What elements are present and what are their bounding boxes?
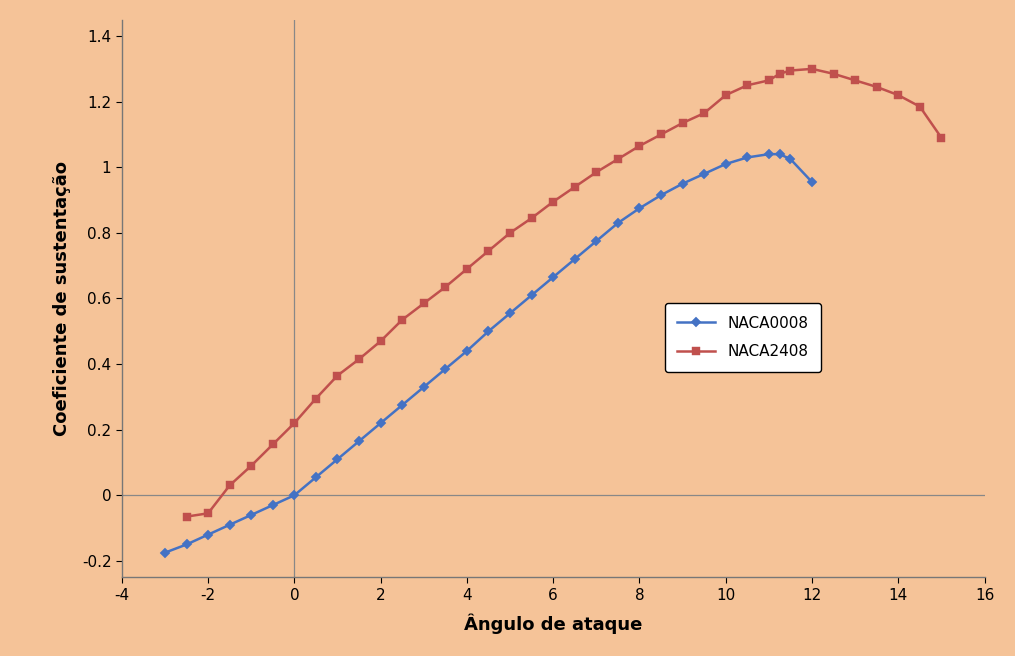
NACA2408 <box>612 155 624 163</box>
NACA2408 <box>353 356 365 363</box>
NACA0008 <box>482 327 494 335</box>
NACA2408 <box>396 316 408 324</box>
NACA2408 <box>526 214 538 222</box>
NACA2408 <box>914 103 926 111</box>
NACA2408 <box>698 110 710 117</box>
Line: NACA0008: NACA0008 <box>161 150 816 556</box>
NACA0008 <box>720 160 732 168</box>
NACA2408 <box>773 70 786 78</box>
NACA2408 <box>720 91 732 99</box>
NACA2408 <box>461 265 473 273</box>
NACA2408 <box>806 65 818 73</box>
NACA0008 <box>503 310 516 318</box>
NACA0008 <box>590 237 602 245</box>
NACA2408 <box>785 67 797 75</box>
NACA0008 <box>158 548 171 556</box>
NACA2408 <box>331 371 343 379</box>
NACA0008 <box>310 474 322 482</box>
NACA2408 <box>568 183 581 191</box>
NACA2408 <box>202 509 214 517</box>
NACA2408 <box>267 441 279 449</box>
NACA0008 <box>568 255 581 263</box>
NACA0008 <box>396 401 408 409</box>
NACA0008 <box>223 521 235 529</box>
NACA2408 <box>482 247 494 255</box>
NACA0008 <box>418 383 430 391</box>
NACA0008 <box>612 219 624 227</box>
NACA2408 <box>676 119 688 127</box>
NACA2408 <box>763 77 775 85</box>
NACA0008 <box>676 180 688 188</box>
NACA0008 <box>806 178 818 186</box>
NACA0008 <box>633 205 646 213</box>
Line: NACA2408: NACA2408 <box>183 65 945 520</box>
NACA0008 <box>288 491 300 499</box>
NACA0008 <box>773 150 786 158</box>
NACA2408 <box>936 134 948 142</box>
NACA2408 <box>223 482 235 489</box>
NACA0008 <box>526 291 538 299</box>
NACA0008 <box>375 419 387 427</box>
NACA2408 <box>655 131 667 138</box>
Legend: NACA0008, NACA2408: NACA0008, NACA2408 <box>665 304 821 371</box>
NACA0008 <box>698 170 710 178</box>
NACA2408 <box>849 77 861 85</box>
NACA2408 <box>547 198 559 206</box>
NACA2408 <box>871 83 883 91</box>
NACA0008 <box>202 531 214 539</box>
NACA2408 <box>633 142 646 150</box>
NACA2408 <box>892 91 904 99</box>
NACA2408 <box>181 513 193 521</box>
NACA2408 <box>590 169 602 176</box>
NACA0008 <box>741 154 753 161</box>
NACA2408 <box>503 229 516 237</box>
NACA2408 <box>288 419 300 427</box>
NACA0008 <box>461 347 473 355</box>
Y-axis label: Coeficiente de sustentação: Coeficiente de sustentação <box>53 161 71 436</box>
NACA0008 <box>785 155 797 163</box>
NACA0008 <box>181 541 193 548</box>
X-axis label: Ângulo de ataque: Ângulo de ataque <box>464 614 642 634</box>
NACA0008 <box>655 192 667 199</box>
NACA0008 <box>353 438 365 445</box>
NACA2408 <box>375 337 387 345</box>
NACA0008 <box>547 274 559 281</box>
NACA0008 <box>246 511 258 519</box>
NACA2408 <box>439 283 452 291</box>
NACA0008 <box>331 455 343 463</box>
NACA2408 <box>246 462 258 470</box>
NACA2408 <box>418 300 430 308</box>
NACA0008 <box>763 150 775 158</box>
NACA2408 <box>827 70 839 78</box>
NACA2408 <box>741 81 753 89</box>
NACA0008 <box>439 365 452 373</box>
NACA0008 <box>267 501 279 509</box>
NACA2408 <box>310 395 322 403</box>
